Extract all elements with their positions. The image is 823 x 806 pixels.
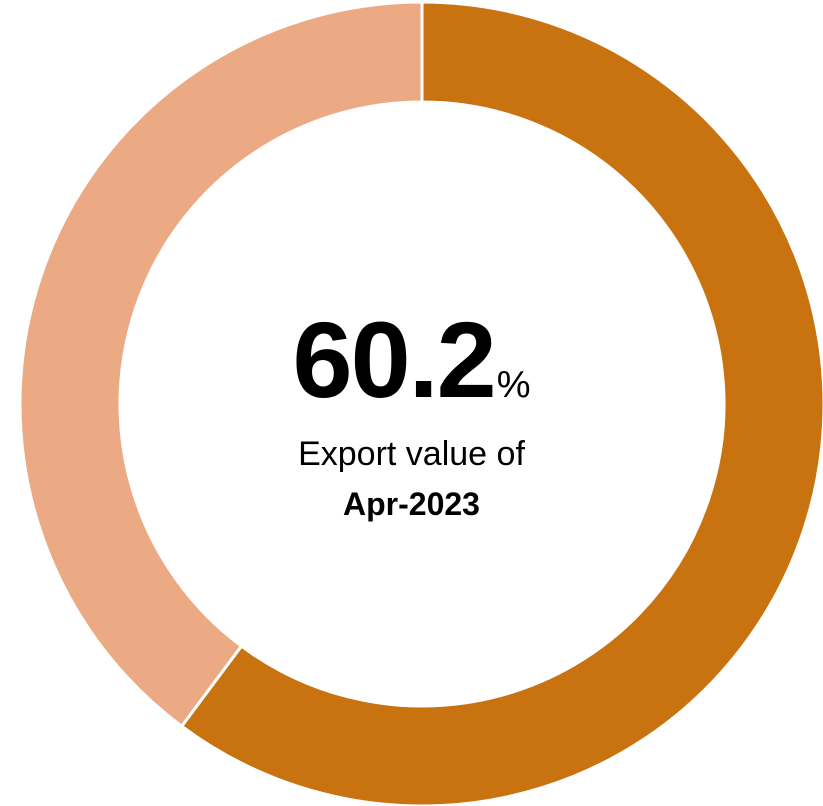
- center-value-unit: %: [496, 364, 531, 406]
- donut-slice-2: [18, 0, 424, 729]
- center-value: 60.2%: [0, 300, 823, 420]
- center-label-line2: Apr-2023: [343, 486, 480, 522]
- center-label-line1: Export value of: [298, 435, 525, 473]
- donut-slice-1: [179, 0, 823, 806]
- center-value-number: 60.2: [292, 299, 497, 420]
